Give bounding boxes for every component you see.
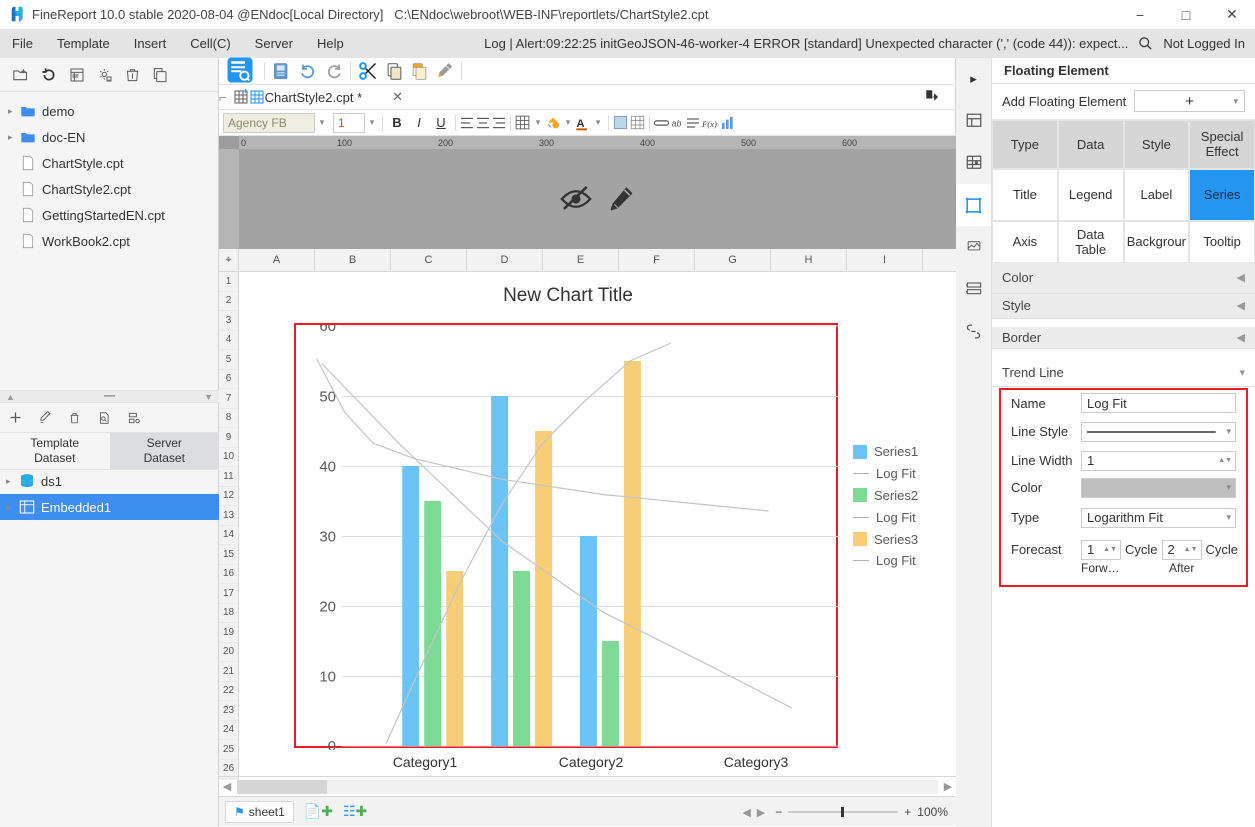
svg-text:20: 20 <box>319 599 336 616</box>
svg-text:60: 60 <box>319 325 336 335</box>
svg-text:100: 100 <box>337 138 352 148</box>
svg-text:30: 30 <box>319 529 336 546</box>
svg-text:500: 500 <box>741 138 756 148</box>
svg-text:300: 300 <box>539 138 554 148</box>
svg-text:40: 40 <box>319 459 336 476</box>
svg-text:400: 400 <box>640 138 655 148</box>
svg-text:600: 600 <box>842 138 857 148</box>
svg-text:0: 0 <box>328 738 336 750</box>
svg-text:F(x): F(x) <box>701 119 717 129</box>
svg-text:A: A <box>576 118 584 130</box>
svg-text:200: 200 <box>438 138 453 148</box>
svg-text:0: 0 <box>241 138 246 148</box>
svg-text:ab: ab <box>672 118 682 128</box>
svg-text:10: 10 <box>319 669 336 686</box>
